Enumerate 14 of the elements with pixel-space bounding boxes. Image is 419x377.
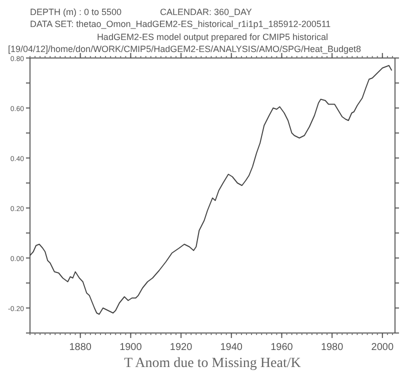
x-axis-title: T Anom due to Missing Heat/K (124, 356, 301, 371)
x-tick-label: 1920 (170, 342, 193, 353)
text: DATA SET: thetao_Omon_HadGEM2-ES_historical_r1i1p1_185912-200511 (30, 19, 331, 29)
x-tick-label: 1880 (69, 342, 92, 353)
x-tick-label: 1980 (320, 342, 344, 353)
x-tick-label: 1900 (120, 342, 142, 353)
x-tick-label: 1940 (220, 342, 243, 353)
line-series (30, 65, 392, 315)
x-tick-label: 1960 (270, 342, 294, 353)
text: DEPTH (m) : 0 to 5500 (30, 7, 122, 17)
text: [19/04/12]/home/don/WORK/CMIP5/HadGEM2-ES/ANALYSIS/AMO/SPG/Heat_Budget8 (8, 44, 361, 54)
x-tick-label: 2000 (371, 342, 394, 353)
text: CALENDAR: 360_DAY (160, 7, 252, 17)
text: HadGEM2-ES model output prepared for CMIP5 historical (96, 32, 328, 42)
